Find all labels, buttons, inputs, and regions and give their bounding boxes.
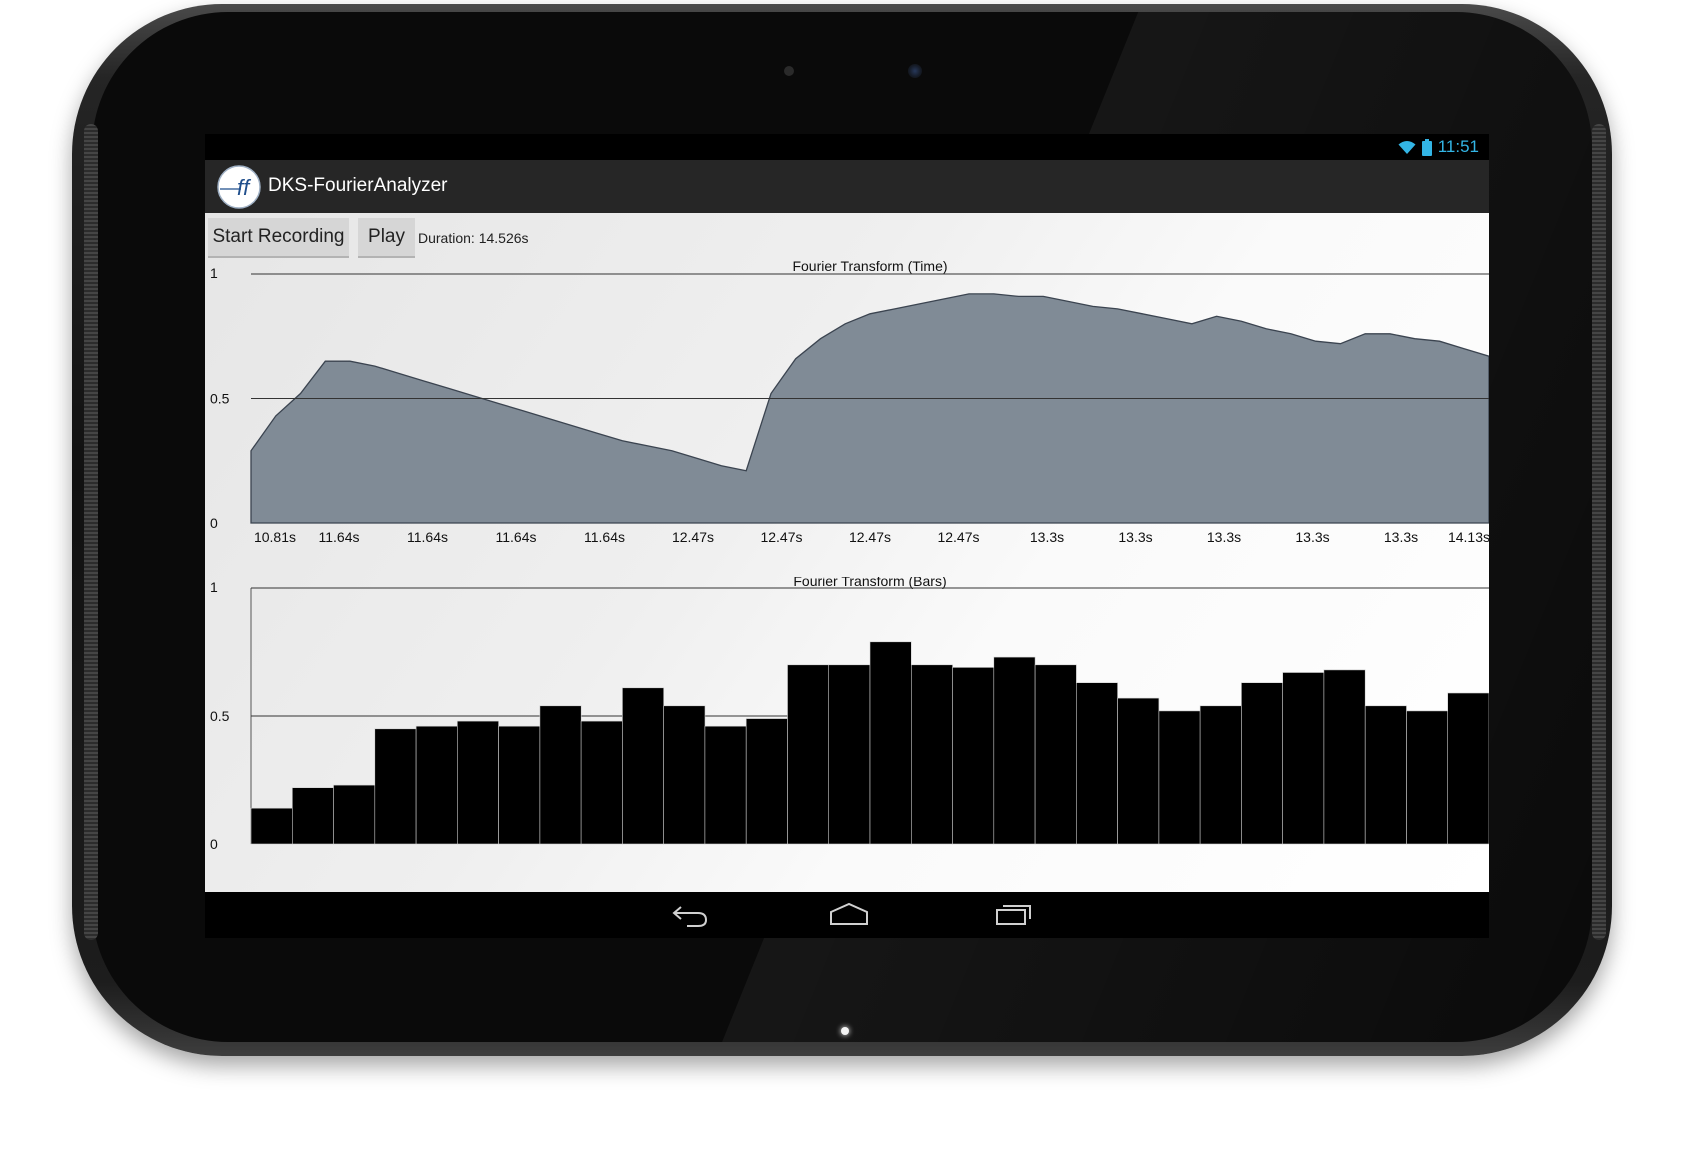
fft-logo-icon[interactable]: ff xyxy=(217,165,261,209)
bar xyxy=(498,725,541,845)
bar xyxy=(1241,682,1284,845)
bar xyxy=(292,787,334,845)
bar xyxy=(1282,672,1325,845)
bar xyxy=(457,720,499,845)
x-tick-label: 12.47s xyxy=(849,529,891,545)
back-icon[interactable] xyxy=(671,902,711,928)
x-tick-label: 11.64s xyxy=(496,529,537,545)
battery-icon xyxy=(1421,138,1432,156)
light-sensor-icon xyxy=(784,66,794,76)
y-tick-label: 0.5 xyxy=(210,391,230,407)
x-tick-label: 13.3s xyxy=(1118,529,1152,545)
wifi-icon xyxy=(1398,141,1416,154)
status-bar: 11:51 xyxy=(205,134,1489,160)
bar xyxy=(993,656,1036,845)
notification-led-icon xyxy=(841,1027,849,1035)
x-tick-label: 12.47s xyxy=(937,529,979,545)
bar xyxy=(828,664,871,845)
app-title: DKS-FourierAnalyzer xyxy=(268,175,448,196)
status-clock: 11:51 xyxy=(1437,137,1479,156)
x-tick-label: 12.47s xyxy=(672,529,714,545)
y-tick-label: 0 xyxy=(210,836,218,852)
bar xyxy=(704,725,747,845)
bar xyxy=(869,641,912,845)
x-tick-label: 11.64s xyxy=(407,529,448,545)
bar xyxy=(1034,664,1077,845)
bars-chart: Fourier Transform (Bars) 0 0.5 1 xyxy=(210,577,1489,852)
bar xyxy=(333,784,376,845)
main-content: Start Recording Play Duration: 14.526s F… xyxy=(205,213,1489,892)
bar xyxy=(910,664,953,845)
x-tick-label: 13.3s xyxy=(1384,529,1418,545)
time-chart: Fourier Transform (Time) 0 0.5 1 10.81s 11.64… xyxy=(210,260,1489,545)
bar xyxy=(374,728,417,845)
play-button[interactable]: Play xyxy=(358,218,415,258)
navigation-bar xyxy=(205,892,1489,938)
bar xyxy=(1158,710,1201,845)
screen: 11:51 ff DKS-FourierAnalyzer Start Recor… xyxy=(205,134,1489,938)
action-bar: ff DKS-FourierAnalyzer xyxy=(205,160,1489,213)
area-series xyxy=(250,293,1489,524)
bar xyxy=(1447,692,1489,845)
bar xyxy=(1364,705,1407,845)
bar xyxy=(1199,705,1242,845)
chart-title: Fourier Transform (Bars) xyxy=(793,577,946,589)
y-tick-label: 0.5 xyxy=(210,708,230,724)
y-tick-label: 1 xyxy=(210,265,218,281)
x-tick-label: 12.47s xyxy=(760,529,802,545)
chart-title: Fourier Transform (Time) xyxy=(792,260,947,274)
left-speaker-grille xyxy=(84,124,98,940)
y-tick-label: 0 xyxy=(210,515,218,531)
svg-text:ff: ff xyxy=(237,175,252,200)
bar xyxy=(580,720,623,845)
bar xyxy=(622,687,664,845)
home-icon[interactable] xyxy=(829,902,869,928)
y-tick-label: 1 xyxy=(210,579,218,595)
right-speaker-grille xyxy=(1592,124,1606,940)
x-tick-label: 13.3s xyxy=(1207,529,1241,545)
front-camera-icon xyxy=(908,64,922,78)
bar xyxy=(1075,682,1118,845)
recent-apps-icon[interactable] xyxy=(994,901,1034,927)
bar xyxy=(1117,697,1160,845)
bar xyxy=(787,664,830,845)
bar xyxy=(952,667,995,845)
bar xyxy=(539,705,582,845)
bar xyxy=(663,705,706,845)
x-tick-label: 11.64s xyxy=(584,529,625,545)
bar xyxy=(1406,710,1449,845)
x-tick-label: 10.81s xyxy=(254,529,296,545)
start-recording-button[interactable]: Start Recording xyxy=(208,218,349,258)
duration-label: Duration: 14.526s xyxy=(418,230,529,246)
bar xyxy=(250,807,293,845)
bar xyxy=(745,718,788,845)
x-tick-label: 14.13s xyxy=(1448,529,1489,545)
x-tick-label: 13.3s xyxy=(1295,529,1329,545)
bar xyxy=(415,725,458,845)
x-tick-label: 13.3s xyxy=(1030,529,1064,545)
x-tick-label: 11.64s xyxy=(319,529,360,545)
bar xyxy=(1323,669,1366,845)
